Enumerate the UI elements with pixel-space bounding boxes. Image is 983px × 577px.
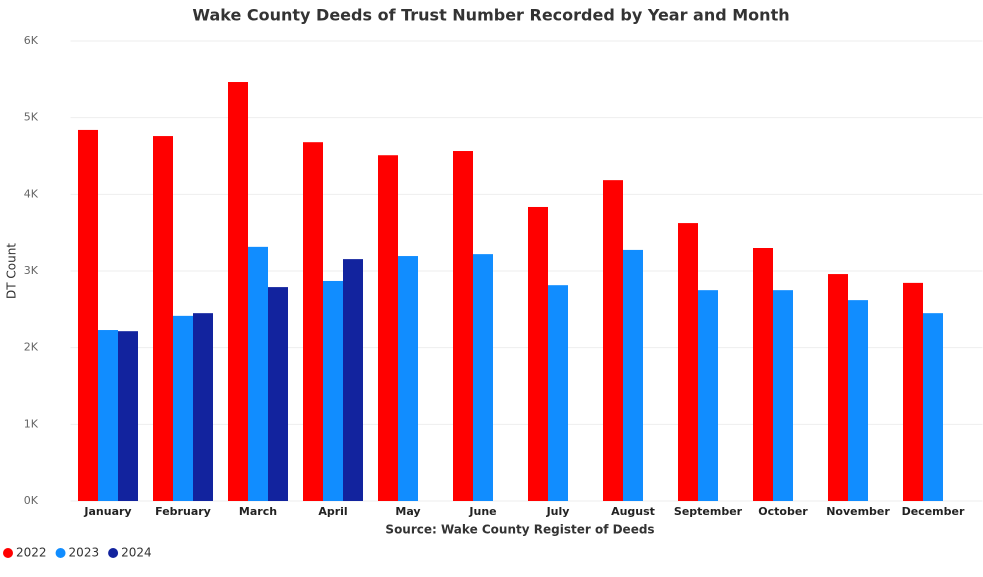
- x-tick-label: October: [758, 505, 808, 518]
- y-tick-label: 1K: [24, 417, 39, 430]
- x-tick-label: August: [611, 505, 655, 518]
- bar: [343, 259, 363, 501]
- bar: [78, 129, 98, 501]
- legend-marker: [3, 548, 13, 558]
- x-tick-label: November: [826, 505, 890, 518]
- bar: [548, 285, 568, 501]
- y-tick-label: 6K: [24, 34, 39, 47]
- x-tick-label: December: [902, 505, 965, 518]
- x-tick-label: April: [318, 505, 347, 518]
- bar: [603, 180, 623, 501]
- x-axis-label: Source: Wake County Register of Deeds: [385, 523, 654, 537]
- bar: [773, 290, 793, 501]
- bar: [398, 256, 418, 501]
- bar: [923, 313, 943, 501]
- x-tick-label: March: [239, 505, 277, 518]
- y-tick-label: 5K: [24, 111, 39, 124]
- legend-label: 2022: [16, 546, 47, 560]
- bar: [753, 248, 773, 501]
- bar: [173, 315, 193, 501]
- bar: [698, 290, 718, 501]
- bar: [248, 246, 268, 501]
- x-tick-label: January: [83, 505, 131, 518]
- legend-label: 2024: [121, 546, 152, 560]
- bar: [473, 254, 493, 501]
- chart-title: Wake County Deeds of Trust Number Record…: [192, 6, 789, 25]
- bar: [193, 313, 213, 501]
- bar: [903, 282, 923, 501]
- legend-marker: [108, 548, 119, 558]
- bar: [268, 287, 288, 501]
- x-tick-label: June: [468, 505, 496, 518]
- bar: [378, 155, 398, 501]
- legend-label: 2023: [69, 546, 100, 560]
- bar: [828, 274, 848, 501]
- bar: [118, 331, 138, 501]
- bar: [453, 151, 473, 501]
- x-tick-label: September: [674, 505, 743, 518]
- x-tick-label: February: [155, 505, 211, 518]
- x-tick-label: May: [395, 505, 420, 518]
- y-tick-label: 4K: [24, 187, 39, 200]
- legend-marker: [55, 548, 66, 558]
- bar: [623, 249, 643, 501]
- bar: [303, 142, 323, 501]
- y-tick-label: 0K: [24, 494, 39, 507]
- bar: [528, 206, 548, 501]
- y-tick-label: 2K: [24, 341, 39, 354]
- bar: [323, 280, 343, 501]
- bar: [153, 136, 173, 502]
- bar: [228, 82, 248, 502]
- bar: [848, 300, 868, 501]
- bar: [678, 223, 698, 502]
- y-tick-label: 3K: [24, 264, 39, 277]
- x-tick-label: July: [546, 505, 570, 518]
- y-axis-label: DT Count: [5, 243, 19, 299]
- bar: [98, 330, 118, 501]
